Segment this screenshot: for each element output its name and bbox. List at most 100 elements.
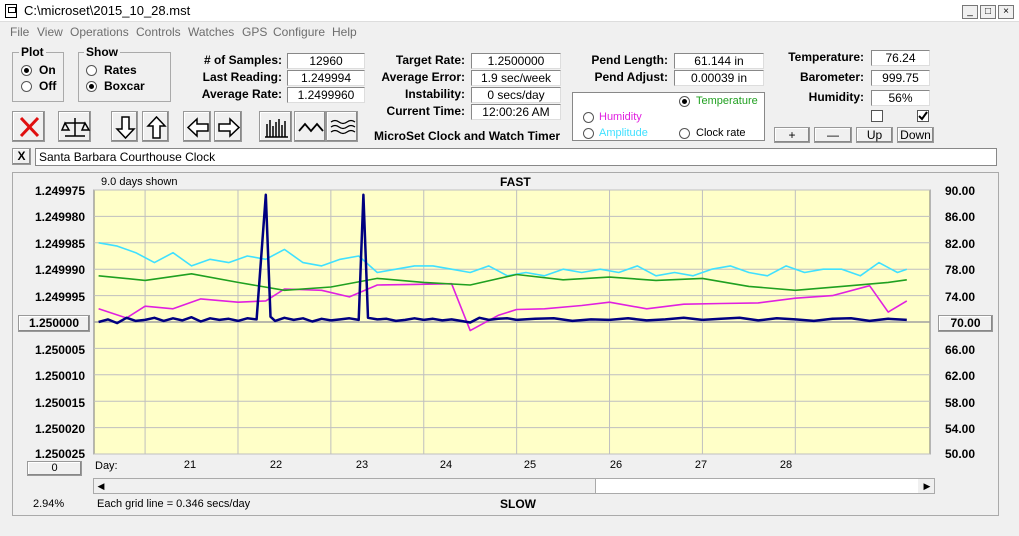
barometer-field: 999.75: [871, 70, 930, 86]
y-right-tick: 66.00: [945, 343, 976, 357]
sensor-options-box: [572, 92, 765, 141]
show-boxcar-label: Boxcar: [104, 79, 145, 93]
plot-group-title: Plot: [19, 45, 46, 59]
series-rate-line: [98, 193, 907, 325]
y-right-tick: 58.00: [945, 396, 976, 410]
target-rate-label: Target Rate:: [395, 53, 465, 67]
y-right-tick: 90.00: [945, 184, 976, 198]
series-temperature-line: [98, 272, 907, 292]
plot-on-radio[interactable]: [21, 65, 32, 76]
arrow-right-icon[interactable]: [214, 111, 242, 142]
pend-length-field: 61.144 in: [674, 53, 764, 69]
y-left-tick: 1.249995: [34, 290, 85, 304]
maximize-button[interactable]: □: [980, 5, 996, 19]
samples-label: # of Samples:: [203, 53, 282, 67]
x-tick: 27: [694, 459, 708, 471]
humidity-option-label: Humidity: [599, 111, 642, 123]
multi-wave-icon[interactable]: [326, 111, 358, 142]
series-humidity-line: [98, 282, 908, 332]
arrow-up-icon[interactable]: [142, 111, 169, 142]
plot-on-label: On: [39, 63, 56, 77]
checkbox-right[interactable]: [917, 110, 929, 122]
clear-name-button[interactable]: X: [12, 148, 31, 165]
up-button[interactable]: Up: [856, 127, 893, 143]
left-value-box[interactable]: 1.250000: [18, 315, 90, 332]
barometer-label: Barometer:: [799, 70, 864, 84]
menu-gps[interactable]: GPS: [242, 25, 268, 39]
y-left-tick: 1.250015: [34, 396, 85, 410]
pend-adjust-field: 0.00039 in: [674, 70, 764, 86]
instability-field: 0 secs/day: [471, 87, 561, 103]
last-reading-field: 1.249994: [287, 70, 365, 86]
bar-chart-icon[interactable]: [259, 111, 292, 142]
amplitude-radio[interactable]: [583, 128, 594, 139]
bottom-value-box[interactable]: 0: [27, 461, 82, 476]
x-tick: 26: [609, 459, 623, 471]
minimize-button[interactable]: _: [962, 5, 978, 19]
y-left-tick: 1.249975: [34, 184, 85, 198]
slow-label: SLOW: [500, 497, 536, 511]
x-tick: 21: [183, 459, 197, 471]
percent-label: 2.94%: [33, 498, 65, 510]
x-tick: 28: [779, 459, 793, 471]
humidity-field: 56%: [871, 90, 930, 106]
menu-view[interactable]: View: [37, 25, 63, 39]
y-right-tick: 86.00: [945, 210, 976, 224]
y-right-tick: 74.00: [945, 290, 976, 304]
temperature-label: Temperature:: [788, 50, 864, 64]
arrow-down-icon[interactable]: [111, 111, 138, 142]
minus-button[interactable]: —: [814, 127, 852, 143]
temperature-field: 76.24: [871, 50, 930, 66]
series-layer: [98, 193, 908, 332]
last-reading-label: Last Reading:: [202, 70, 282, 84]
scroll-right-icon[interactable]: ▶: [923, 481, 931, 491]
menu-controls[interactable]: Controls: [136, 25, 181, 39]
y-left-tick: 1.249980: [34, 210, 85, 224]
temperature-radio[interactable]: [679, 96, 690, 107]
wave-icon[interactable]: [294, 111, 326, 142]
show-rates-label: Rates: [104, 63, 137, 77]
y-left-tick: 1.250005: [34, 343, 85, 357]
plot-off-label: Off: [39, 79, 57, 93]
menu-help[interactable]: Help: [332, 25, 357, 39]
y-left-tick: 1.249985: [34, 237, 85, 251]
down-button[interactable]: Down: [897, 127, 934, 143]
plus-button[interactable]: +: [774, 127, 810, 143]
horizontal-scrollbar[interactable]: ◀ ▶: [93, 478, 935, 494]
checkbox-left[interactable]: [871, 110, 883, 122]
clock-rate-option-label: Clock rate: [696, 127, 746, 139]
menu-operations[interactable]: Operations: [70, 25, 129, 39]
title-bar: C:\microset\2015_10_28.mst _ □ ×: [0, 0, 1019, 22]
average-error-label: Average Error:: [381, 70, 465, 84]
scroll-left-icon[interactable]: ◀: [97, 481, 105, 491]
fast-label: FAST: [500, 175, 531, 189]
y-right-tick: 54.00: [945, 422, 976, 436]
clock-name-input[interactable]: Santa Barbara Courthouse Clock: [35, 148, 997, 166]
y-right-tick: 50.00: [945, 447, 976, 461]
plot-off-radio[interactable]: [21, 81, 32, 92]
average-error-field: 1.9 sec/week: [471, 70, 561, 86]
clock-rate-radio[interactable]: [679, 128, 690, 139]
scroll-thumb[interactable]: [595, 479, 918, 493]
right-value-box[interactable]: 70.00: [938, 315, 993, 332]
app-caption: MicroSet Clock and Watch Timer: [374, 129, 561, 143]
menu-file[interactable]: File: [10, 25, 30, 39]
show-rates-radio[interactable]: [86, 65, 97, 76]
show-group-title: Show: [84, 45, 120, 59]
humidity-label: Humidity:: [808, 90, 864, 104]
checkmark-icon: [918, 111, 928, 121]
arrow-left-icon[interactable]: [183, 111, 211, 142]
menu-configure[interactable]: Configure: [273, 25, 326, 39]
average-rate-field: 1.2499960: [287, 87, 365, 103]
x-tick: 22: [269, 459, 283, 471]
menu-watches[interactable]: Watches: [188, 25, 235, 39]
humidity-radio[interactable]: [583, 112, 594, 123]
scale-icon[interactable]: [58, 111, 91, 142]
close-button[interactable]: ×: [998, 5, 1014, 19]
show-boxcar-radio[interactable]: [86, 81, 97, 92]
stop-icon[interactable]: [12, 111, 45, 142]
show-group: [78, 52, 171, 102]
x-tick: 24: [439, 459, 453, 471]
target-rate-field: 1.2500000: [471, 53, 561, 69]
